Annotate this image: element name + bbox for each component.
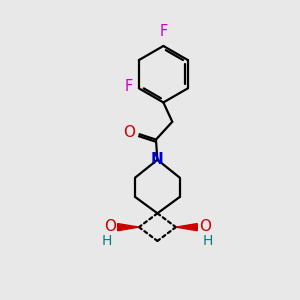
Text: H: H bbox=[202, 234, 213, 248]
Polygon shape bbox=[176, 224, 197, 231]
Polygon shape bbox=[118, 224, 139, 231]
Text: O: O bbox=[199, 219, 211, 234]
Text: N: N bbox=[151, 152, 164, 167]
Text: O: O bbox=[123, 125, 135, 140]
Text: F: F bbox=[124, 79, 132, 94]
Text: H: H bbox=[102, 234, 112, 248]
Text: O: O bbox=[104, 219, 116, 234]
Text: F: F bbox=[159, 24, 167, 39]
